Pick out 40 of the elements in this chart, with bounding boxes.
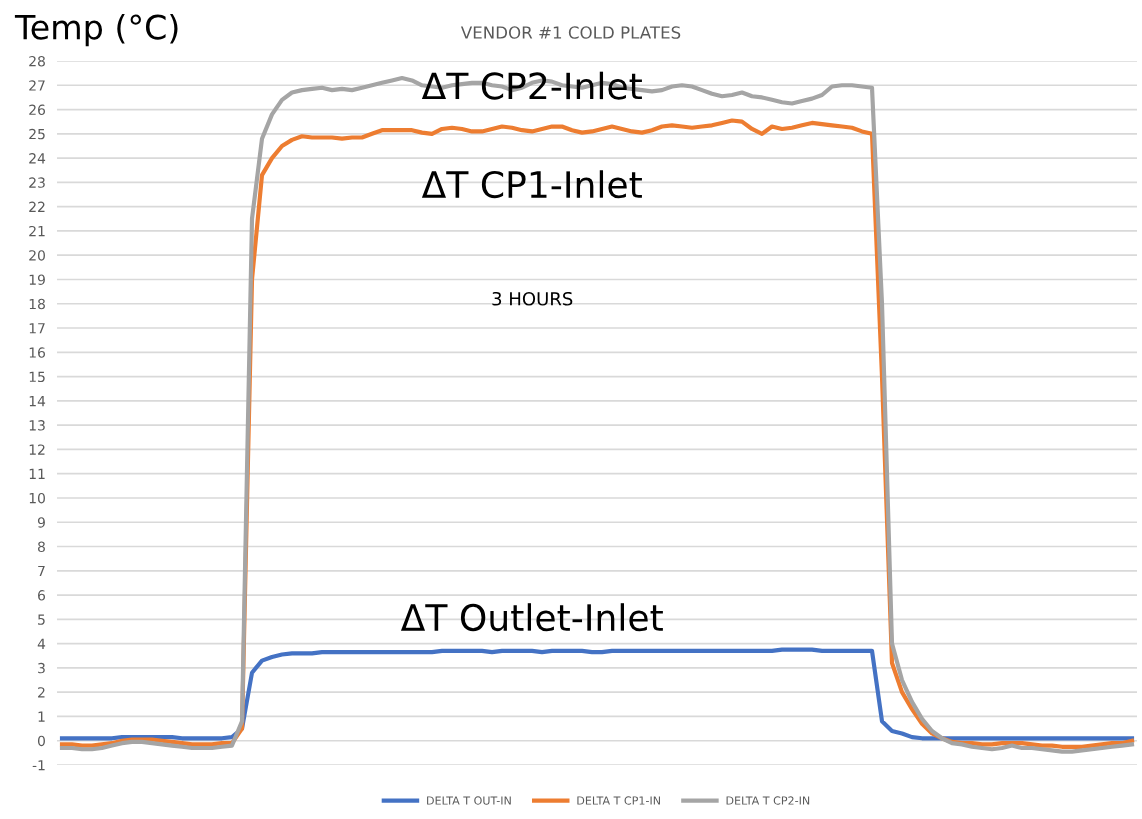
y-tick-label: 26 [29, 104, 46, 116]
y-tick-label: 12 [29, 444, 45, 455]
annotation: 3 HOURS [492, 291, 573, 306]
legend-label: DELTA T CP2-IN [726, 796, 810, 805]
y-tick-label: 11 [29, 468, 45, 479]
y-tick-label: 27 [29, 80, 45, 91]
y-tick-label: 25 [29, 128, 45, 140]
y-tick-label: 9 [37, 517, 45, 528]
y-tick-label: 14 [29, 396, 46, 407]
y-tick-label: 1 [38, 711, 45, 722]
y-tick-label: 20 [29, 250, 45, 261]
y-tick-label: 0 [37, 735, 45, 747]
y-tick-label: 6 [38, 590, 46, 601]
legend-label: DELTA T CP1-IN [577, 796, 660, 805]
y-tick-label: 23 [29, 177, 45, 188]
y-tick-label: 7 [38, 565, 45, 577]
y-tick-label: 4 [37, 638, 46, 649]
annotation: ΔT Outlet-Inlet [400, 603, 663, 632]
y-tick-label: 19 [29, 274, 45, 285]
y-tick-label: 18 [29, 298, 45, 310]
y-tick-label: 15 [29, 371, 45, 383]
y-tick-label: 3 [38, 662, 45, 674]
y-tick-label: 13 [29, 420, 45, 431]
legend-label: DELTA T OUT-IN [427, 796, 511, 805]
y-tick-label: 21 [29, 225, 45, 237]
line-series [59, 647, 1135, 741]
chart-title: VENDOR #1 COLD PLATES [460, 26, 681, 39]
y-tick-label: 2 [38, 687, 45, 698]
y-tick-label: 28 [29, 55, 45, 67]
y-tick-label: 10 [29, 492, 45, 504]
annotation: ΔT CP1-Inlet [421, 170, 642, 199]
y-tick-label: 5 [38, 614, 45, 625]
y-tick-label: 16 [29, 347, 46, 358]
y-tick-label: -1 [32, 760, 45, 771]
y-axis-title: Temp (°C) [14, 13, 178, 47]
y-tick-label: 17 [29, 323, 45, 334]
y-tick-label: 8 [37, 541, 45, 552]
annotation: ΔT CP2-Inlet [421, 71, 642, 100]
y-tick-label: 24 [29, 153, 46, 164]
y-tick-label: 22 [29, 201, 45, 212]
